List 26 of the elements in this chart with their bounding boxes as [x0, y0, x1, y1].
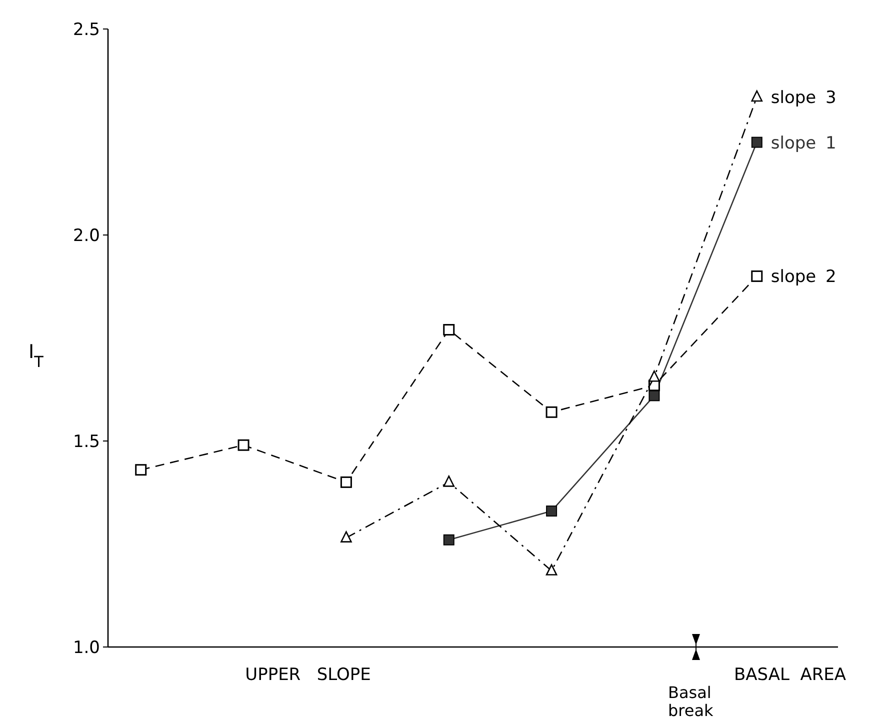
- point: [751, 136, 762, 148]
- text: UPPER SLOPE: [245, 665, 371, 685]
- point: [340, 476, 352, 488]
- y-tick-label: 2.0: [72, 226, 100, 246]
- series-label: slope 3: [770, 88, 836, 108]
- point: [546, 506, 558, 517]
- y-tick-label: 2.5: [72, 20, 100, 40]
- point: [546, 406, 558, 418]
- point: [648, 390, 660, 402]
- text: Basal break: [668, 683, 714, 720]
- text: BASAL AREA: [734, 665, 846, 685]
- y-axis-title: I$_{T}$: [28, 341, 44, 371]
- point: [340, 531, 352, 542]
- series-label: slope 2: [770, 267, 836, 288]
- y-tick-label: 1.5: [72, 432, 100, 452]
- point: [238, 439, 250, 451]
- y-tick-label: 1.0: [72, 638, 100, 658]
- series-label: slope 1: [770, 133, 836, 154]
- point: [546, 564, 558, 576]
- point: [648, 370, 660, 382]
- point: [135, 464, 147, 476]
- point: [443, 476, 455, 487]
- point: [443, 324, 455, 336]
- point: [751, 90, 763, 102]
- point: [443, 534, 454, 546]
- point: [751, 270, 763, 282]
